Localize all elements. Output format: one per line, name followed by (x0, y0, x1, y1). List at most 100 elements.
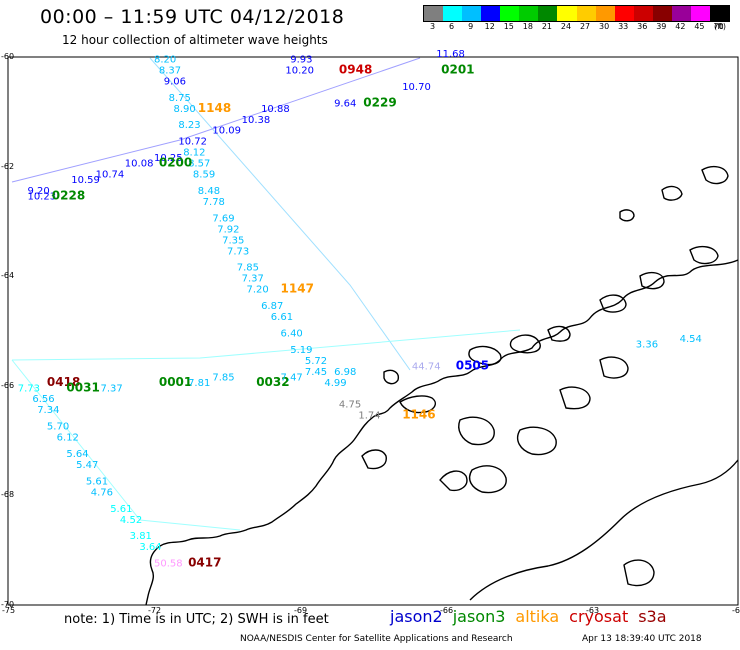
wave-height-label: 6.61 (271, 312, 293, 323)
color-swatch (519, 6, 539, 21)
wave-height-label: 4.76 (91, 487, 113, 498)
pass-time-label: 0031 (66, 380, 99, 394)
color-swatch (709, 6, 729, 21)
color-swatch (595, 6, 615, 21)
wave-height-label: 8.23 (178, 120, 200, 131)
satellite-legend-item: jason2 (390, 607, 443, 626)
longitude-tick-label: -72 (148, 606, 162, 615)
color-swatch (690, 6, 710, 21)
color-scale-label: 39 (656, 22, 667, 31)
color-swatch (652, 6, 672, 21)
pass-time-label: 0032 (256, 375, 289, 389)
color-swatch (576, 6, 596, 21)
wave-height-label: 9.20 (27, 186, 49, 197)
map-frame (7, 56, 739, 606)
wave-height-label: 7.37 (100, 383, 122, 394)
wave-height-label: 6.98 (334, 367, 356, 378)
map-title: 00:00 – 11:59 UTC 04/12/2018 (40, 6, 345, 28)
wave-height-label: 7.78 (203, 197, 225, 208)
longitude-tick-label: -69 (294, 606, 308, 615)
wave-height-label: 7.92 (217, 224, 239, 235)
color-swatch (424, 6, 444, 21)
wave-height-label: 7.35 (222, 235, 244, 246)
wave-height-label: 5.61 (110, 504, 132, 515)
wave-height-label: 8.48 (198, 186, 220, 197)
pass-time-label: 1146 (402, 408, 435, 422)
wave-height-label: 8.12 (183, 148, 205, 159)
color-swatch (633, 6, 653, 21)
wave-height-label: 10.08 (125, 159, 154, 170)
latitude-tick-label: -62 (1, 161, 15, 171)
color-scale-label: 3 (429, 22, 436, 31)
wave-height-label: 7.47 (281, 372, 303, 383)
wave-height-label: 8.90 (173, 104, 195, 115)
latitude-tick-label: -68 (1, 490, 15, 500)
wave-height-label: 10.70 (402, 82, 431, 93)
wave-height-label: 44.74 (412, 361, 441, 372)
wave-height-label: 8.59 (193, 170, 215, 181)
wave-height-label: 8.37 (159, 65, 181, 76)
wave-height-label: 5.47 (76, 460, 98, 471)
coastline (145, 165, 739, 606)
color-swatch (614, 6, 634, 21)
wave-height-label: 6.56 (32, 394, 54, 405)
wave-height-label: 9.93 (290, 54, 312, 65)
color-scale-label: 18 (522, 22, 533, 31)
wave-height-label: 9.06 (164, 76, 186, 87)
wave-height-label: 7.85 (237, 263, 259, 274)
pass-time-label: 0418 (47, 375, 80, 389)
longitude-tick-label: -75 (2, 606, 16, 615)
pass-time-label: 1147 (281, 282, 314, 296)
wave-height-label: 10.23 (27, 191, 56, 202)
wave-height-label: 7.37 (242, 274, 264, 285)
pass-time-label: 1148 (198, 101, 231, 115)
pass-time-label: 0505 (456, 358, 489, 372)
color-swatch (462, 6, 482, 21)
latitude-tick-label: -60 (1, 52, 15, 61)
wave-height-label: 11.68 (436, 49, 465, 60)
color-scale-label: 21 (541, 22, 552, 31)
wave-height-label: 10.74 (96, 170, 125, 181)
credit-text: NOAA/NESDIS Center for Satellite Applica… (240, 634, 513, 644)
pass-time-label: 0948 (339, 62, 372, 76)
color-swatch (557, 6, 577, 21)
wave-height-label: 10.20 (285, 65, 314, 76)
wave-height-label: 8.75 (169, 93, 191, 104)
satellite-legend-item: altika (515, 607, 560, 626)
map-subtitle: 12 hour collection of altimeter wave hei… (62, 33, 328, 47)
wave-height-label: 9.64 (334, 98, 356, 109)
color-scale-label: 9 (468, 22, 474, 31)
latitude-tick-label: -70 (1, 600, 15, 609)
color-scale-label: 24 (560, 22, 572, 31)
wave-height-label: 6.12 (57, 433, 79, 444)
wave-height-label: 7.20 (246, 285, 268, 296)
wave-height-label: 7.34 (37, 405, 59, 416)
color-scale-label: 36 (637, 22, 648, 31)
color-swatch (500, 6, 520, 21)
longitude-tick-label: -63 (586, 606, 600, 615)
longitude-tick-label: -66 (440, 606, 454, 615)
color-scale-label: 42 (675, 22, 686, 31)
note-text: note: 1) Time is in UTC; 2) SWH is in fe… (64, 612, 329, 627)
wave-height-label: 5.61 (86, 476, 108, 487)
wave-height-label: 4.54 (680, 334, 702, 345)
color-scale-label: 30 (599, 22, 610, 31)
color-scale-labels: 3 6 9 12 15 18 21 24 27 30 33 36 39 42 45 70 (423, 21, 728, 33)
wave-height-label: 4.52 (120, 515, 142, 526)
wave-height-label: 5.19 (290, 345, 312, 356)
wave-height-label: 7.81 (188, 378, 210, 389)
satellite-legend-item: jason3 (452, 607, 506, 626)
latitude-tick-label: -66 (1, 380, 15, 390)
wave-height-label: 7.73 (227, 246, 249, 257)
pass-time-label: 0228 (52, 188, 85, 202)
longitude-tick-label: -60 (732, 606, 740, 615)
wave-height-label: 4.75 (339, 400, 361, 411)
color-swatch (443, 6, 463, 21)
color-swatch (671, 6, 691, 21)
color-swatch (538, 6, 558, 21)
wave-height-label: 10.88 (261, 104, 290, 115)
wave-height-label: 1.74 (358, 411, 380, 422)
latitude-tick-label: -64 (1, 271, 15, 281)
color-scale-label: 27 (579, 22, 591, 31)
satellite-legend-item: s3a (638, 607, 667, 626)
